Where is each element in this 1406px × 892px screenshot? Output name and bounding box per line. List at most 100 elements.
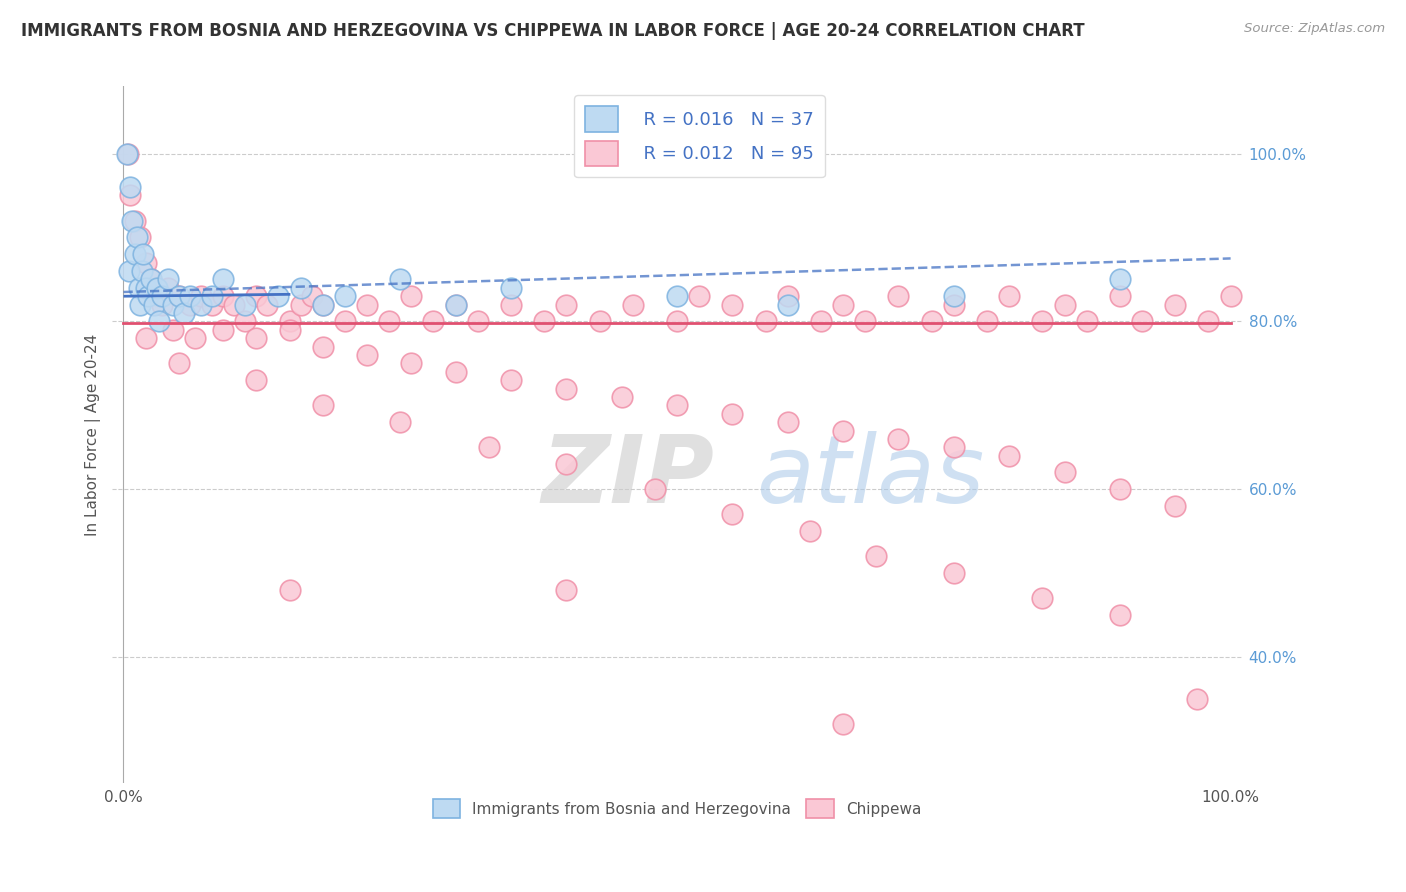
- Point: [135, 281, 157, 295]
- Point: [118, 264, 141, 278]
- Point: [131, 264, 153, 278]
- Point: [721, 407, 744, 421]
- Point: [129, 297, 152, 311]
- Point: [921, 314, 943, 328]
- Point: [799, 524, 821, 539]
- Point: [312, 297, 335, 311]
- Point: [267, 289, 290, 303]
- Point: [256, 297, 278, 311]
- Legend: Immigrants from Bosnia and Herzegovina, Chippewa: Immigrants from Bosnia and Herzegovina, …: [426, 793, 928, 824]
- Point: [179, 289, 201, 303]
- Point: [162, 323, 184, 337]
- Point: [832, 424, 855, 438]
- Point: [389, 415, 412, 429]
- Point: [942, 566, 965, 581]
- Point: [942, 289, 965, 303]
- Point: [1053, 297, 1076, 311]
- Point: [378, 314, 401, 328]
- Point: [135, 331, 157, 345]
- Point: [555, 382, 578, 396]
- Point: [145, 289, 167, 303]
- Point: [312, 297, 335, 311]
- Point: [136, 289, 159, 303]
- Point: [129, 230, 152, 244]
- Point: [124, 247, 146, 261]
- Point: [333, 314, 356, 328]
- Text: ZIP: ZIP: [541, 431, 714, 523]
- Text: atlas: atlas: [756, 431, 984, 522]
- Point: [721, 508, 744, 522]
- Point: [1109, 482, 1132, 496]
- Point: [173, 306, 195, 320]
- Point: [184, 331, 207, 345]
- Point: [444, 365, 467, 379]
- Point: [132, 247, 155, 261]
- Point: [201, 297, 224, 311]
- Point: [162, 297, 184, 311]
- Point: [278, 582, 301, 597]
- Point: [312, 398, 335, 412]
- Point: [356, 297, 378, 311]
- Point: [666, 398, 689, 412]
- Point: [179, 297, 201, 311]
- Point: [141, 272, 163, 286]
- Point: [1109, 272, 1132, 286]
- Point: [998, 289, 1021, 303]
- Point: [212, 289, 235, 303]
- Point: [644, 482, 666, 496]
- Point: [666, 289, 689, 303]
- Point: [1219, 289, 1241, 303]
- Point: [150, 289, 173, 303]
- Point: [976, 314, 998, 328]
- Point: [555, 457, 578, 471]
- Point: [1109, 289, 1132, 303]
- Point: [290, 297, 312, 311]
- Point: [478, 440, 501, 454]
- Point: [555, 297, 578, 311]
- Point: [245, 373, 267, 387]
- Point: [278, 323, 301, 337]
- Point: [128, 281, 150, 295]
- Point: [156, 272, 179, 286]
- Point: [245, 289, 267, 303]
- Point: [167, 356, 190, 370]
- Point: [887, 289, 910, 303]
- Point: [810, 314, 832, 328]
- Point: [233, 297, 256, 311]
- Point: [212, 323, 235, 337]
- Point: [1076, 314, 1098, 328]
- Point: [125, 230, 148, 244]
- Point: [776, 415, 799, 429]
- Point: [167, 289, 190, 303]
- Point: [666, 314, 689, 328]
- Point: [135, 255, 157, 269]
- Point: [422, 314, 444, 328]
- Point: [499, 281, 522, 295]
- Point: [115, 146, 138, 161]
- Point: [1164, 499, 1187, 513]
- Point: [1109, 608, 1132, 623]
- Point: [190, 289, 212, 303]
- Point: [853, 314, 876, 328]
- Point: [121, 213, 143, 227]
- Point: [312, 340, 335, 354]
- Point: [190, 297, 212, 311]
- Point: [201, 289, 224, 303]
- Point: [444, 297, 467, 311]
- Point: [887, 432, 910, 446]
- Point: [555, 582, 578, 597]
- Point: [212, 272, 235, 286]
- Point: [120, 188, 142, 202]
- Point: [865, 549, 887, 564]
- Point: [224, 297, 246, 311]
- Point: [124, 213, 146, 227]
- Point: [1053, 466, 1076, 480]
- Point: [156, 281, 179, 295]
- Point: [588, 314, 610, 328]
- Point: [721, 297, 744, 311]
- Point: [233, 314, 256, 328]
- Point: [1164, 297, 1187, 311]
- Point: [942, 440, 965, 454]
- Point: [143, 297, 166, 311]
- Point: [688, 289, 710, 303]
